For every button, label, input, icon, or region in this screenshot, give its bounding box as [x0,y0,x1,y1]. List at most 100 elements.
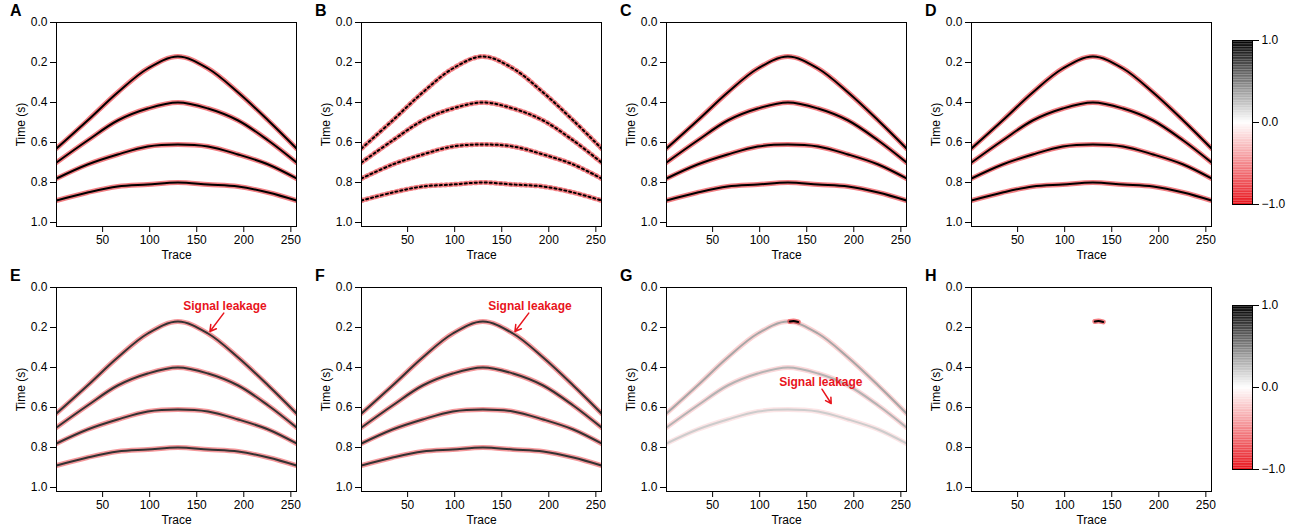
svg-text:0.8: 0.8 [946,175,963,189]
svg-text:0.2: 0.2 [946,55,963,69]
svg-text:Trace: Trace [161,513,192,527]
svg-text:0.8: 0.8 [641,175,658,189]
svg-text:0.4: 0.4 [336,360,353,374]
svg-text:150: 150 [187,498,207,512]
svg-text:0.2: 0.2 [946,320,963,334]
svg-text:200: 200 [539,498,559,512]
svg-text:0.6: 0.6 [641,400,658,414]
svg-text:50: 50 [1011,498,1025,512]
svg-text:0.4: 0.4 [31,360,48,374]
svg-text:Signal leakage: Signal leakage [488,299,572,313]
svg-text:150: 150 [1102,498,1122,512]
svg-text:50: 50 [401,498,415,512]
svg-text:200: 200 [234,498,254,512]
svg-text:150: 150 [797,498,817,512]
svg-text:0.2: 0.2 [336,55,353,69]
svg-text:Time (s): Time (s) [14,103,28,147]
svg-text:200: 200 [1149,498,1169,512]
svg-text:Time (s): Time (s) [14,368,28,412]
svg-text:50: 50 [96,233,110,247]
svg-text:0.6: 0.6 [31,400,48,414]
svg-text:100: 100 [445,233,465,247]
svg-text:0.4: 0.4 [31,95,48,109]
svg-text:150: 150 [1102,233,1122,247]
svg-text:0.6: 0.6 [31,135,48,149]
svg-text:0.6: 0.6 [946,135,963,149]
svg-text:1.0: 1.0 [641,215,658,229]
svg-text:250: 250 [891,498,911,512]
svg-text:250: 250 [281,233,301,247]
svg-text:Time (s): Time (s) [319,103,333,147]
svg-text:Trace: Trace [1076,248,1107,262]
svg-text:Time (s): Time (s) [624,103,638,147]
svg-text:0.2: 0.2 [641,320,658,334]
svg-text:0.0: 0.0 [31,15,48,29]
svg-text:250: 250 [1196,233,1216,247]
svg-text:250: 250 [891,233,911,247]
svg-text:0.0: 0.0 [1262,115,1279,129]
svg-text:100: 100 [140,233,160,247]
svg-text:Time (s): Time (s) [624,368,638,412]
svg-text:200: 200 [844,498,864,512]
svg-text:100: 100 [750,233,770,247]
svg-text:0.4: 0.4 [336,95,353,109]
svg-text:Time (s): Time (s) [319,368,333,412]
svg-text:1.0: 1.0 [31,480,48,494]
svg-text:100: 100 [750,498,770,512]
svg-text:0.6: 0.6 [336,400,353,414]
svg-text:1.0: 1.0 [641,480,658,494]
svg-text:0.0: 0.0 [336,280,353,294]
svg-text:Trace: Trace [771,513,802,527]
svg-text:50: 50 [1011,233,1025,247]
svg-text:250: 250 [1196,498,1216,512]
svg-text:Trace: Trace [161,248,192,262]
svg-text:0.4: 0.4 [946,95,963,109]
svg-text:200: 200 [234,233,254,247]
svg-text:0.4: 0.4 [946,360,963,374]
svg-text:1.0: 1.0 [946,480,963,494]
svg-text:Trace: Trace [771,248,802,262]
svg-text:0.8: 0.8 [336,175,353,189]
svg-text:200: 200 [1149,233,1169,247]
svg-text:0.0: 0.0 [946,280,963,294]
svg-text:150: 150 [492,233,512,247]
svg-text:Trace: Trace [1076,513,1107,527]
svg-text:1.0: 1.0 [946,215,963,229]
svg-text:50: 50 [706,498,720,512]
svg-text:200: 200 [539,233,559,247]
svg-text:0.0: 0.0 [336,15,353,29]
svg-text:Trace: Trace [466,513,497,527]
svg-text:50: 50 [96,498,110,512]
svg-text:1.0: 1.0 [1262,298,1279,312]
svg-text:0.4: 0.4 [641,95,658,109]
svg-text:0.2: 0.2 [31,320,48,334]
svg-text:0.0: 0.0 [946,15,963,29]
svg-text:−1.0: −1.0 [1262,197,1286,211]
svg-text:100: 100 [1055,498,1075,512]
svg-text:250: 250 [281,498,301,512]
svg-text:0.4: 0.4 [641,360,658,374]
svg-text:1.0: 1.0 [31,215,48,229]
svg-text:100: 100 [140,498,160,512]
svg-text:0.8: 0.8 [336,440,353,454]
svg-text:250: 250 [586,233,606,247]
svg-text:0.0: 0.0 [31,280,48,294]
svg-text:Trace: Trace [466,248,497,262]
svg-text:0.6: 0.6 [336,135,353,149]
svg-text:0.0: 0.0 [641,280,658,294]
svg-text:150: 150 [187,233,207,247]
svg-text:Signal leakage: Signal leakage [779,375,863,389]
svg-text:0.8: 0.8 [641,440,658,454]
svg-text:0.0: 0.0 [1262,380,1279,394]
svg-text:200: 200 [844,233,864,247]
svg-text:Time (s): Time (s) [929,368,943,412]
svg-text:0.6: 0.6 [641,135,658,149]
svg-text:0.8: 0.8 [946,440,963,454]
svg-text:1.0: 1.0 [336,480,353,494]
svg-text:Signal leakage: Signal leakage [183,299,267,313]
svg-text:0.2: 0.2 [336,320,353,334]
svg-text:0.8: 0.8 [31,440,48,454]
svg-text:150: 150 [492,498,512,512]
svg-text:1.0: 1.0 [336,215,353,229]
svg-text:150: 150 [797,233,817,247]
